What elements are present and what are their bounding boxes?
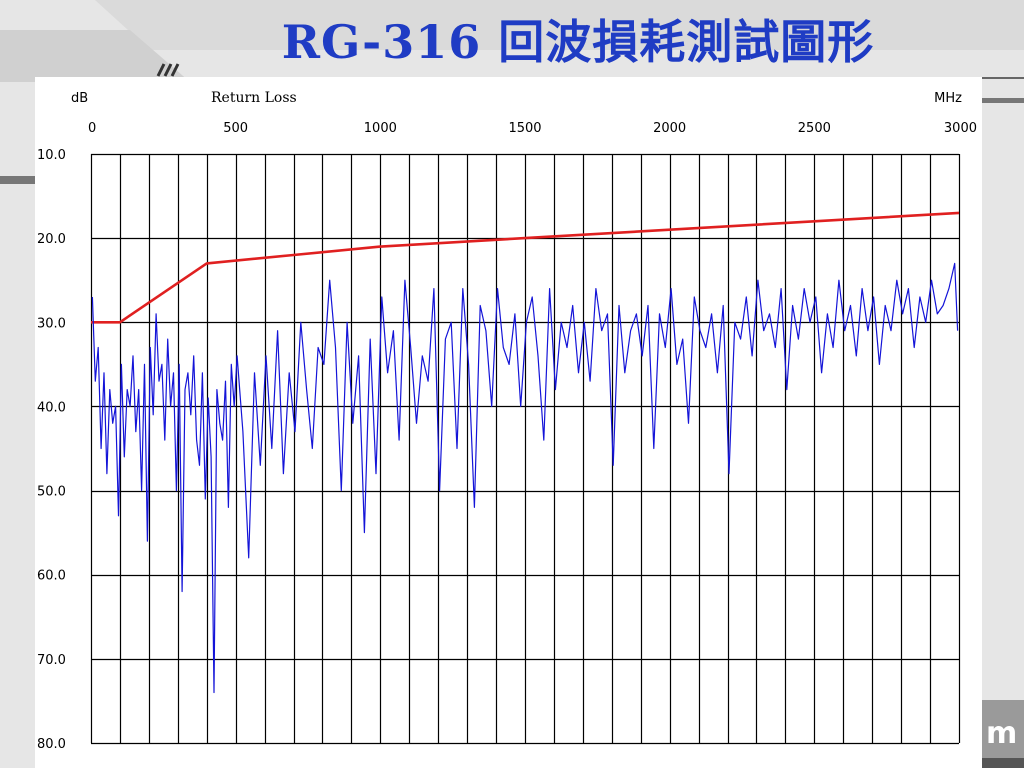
y-tick-label: 70.0: [37, 653, 66, 668]
x-tick-label: 2000: [653, 121, 686, 136]
x-tick-label: 2500: [798, 121, 831, 136]
bg-dark-bar-left: [0, 176, 35, 184]
x-tick-label: 3000: [944, 121, 977, 136]
chart-panel: 10.0 20.0 30.0 40.0 50.0 60.0 70.0 80.0 0 500 1000…: [35, 77, 982, 768]
y-tick-label: 80.0: [37, 737, 66, 752]
x-tick-label: 0: [88, 121, 96, 136]
bg-shape-top: [0, 0, 1024, 50]
y-tick-label: 50.0: [37, 485, 66, 500]
x-tick-label: 1000: [364, 121, 397, 136]
chart-title: Return Loss: [211, 90, 297, 106]
x-axis-unit-label: MHz: [934, 91, 962, 106]
return-loss-chart: 10.0 20.0 30.0 40.0 50.0 60.0 70.0 80.0 0 500 1000…: [37, 90, 977, 752]
bg-dark-bar-right: [982, 98, 1024, 103]
y-tick-label: 10.0: [37, 148, 66, 163]
x-tick-label: 1500: [508, 121, 541, 136]
series-return-loss-line: [91, 262, 959, 694]
y-axis-unit-label: dB: [71, 91, 88, 106]
series-limit-line: [91, 211, 960, 324]
bg-corner-shape: [982, 700, 1024, 768]
x-tick-label: 500: [223, 121, 248, 136]
corner-text: m: [986, 716, 1018, 751]
y-tick-label: 60.0: [37, 569, 66, 584]
bg-slash-marks: [156, 63, 180, 77]
bg-shape-left-band: [0, 30, 190, 82]
y-tick-label: 30.0: [37, 316, 66, 331]
y-tick-label: 20.0: [37, 232, 66, 247]
slide-title: RG-316 回波損耗測試圖形: [281, 15, 875, 69]
y-tick-label: 40.0: [37, 400, 66, 415]
